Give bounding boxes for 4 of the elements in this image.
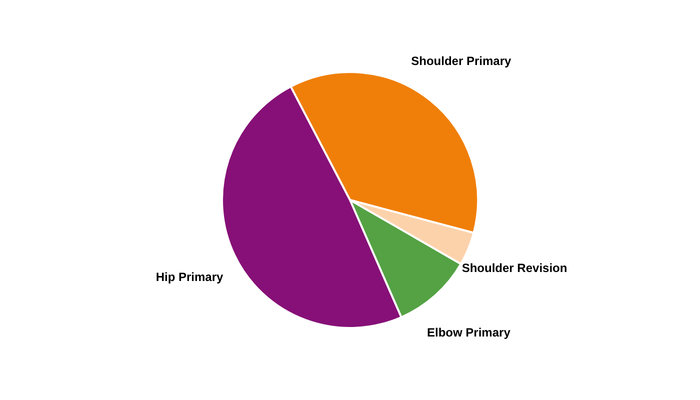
slice-label: Shoulder Revision — [462, 260, 568, 275]
slice-label: Shoulder Primary — [411, 54, 512, 68]
slice-label: Elbow Primary — [427, 326, 511, 340]
slice-label: Hip Primary — [156, 270, 224, 284]
